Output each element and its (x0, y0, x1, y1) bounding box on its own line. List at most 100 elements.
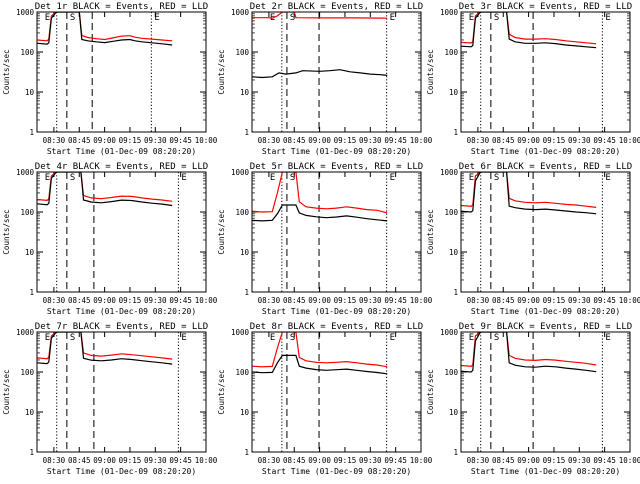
x-tick-label: 08:30 (43, 456, 66, 465)
x-tick-label: 10:00 (410, 456, 433, 465)
y-tick-label: 1 (244, 448, 249, 457)
chart-panel: Det 6r BLACK = Events, RED = LLD Counts/s… (426, 162, 640, 316)
x-tick-label: 09:45 (169, 456, 192, 465)
event-marker-label: E (605, 173, 610, 183)
x-tick-label: 09:00 (93, 296, 116, 305)
y-tick-label: 1000 (231, 168, 250, 177)
y-axis-label: Counts/sec (426, 369, 435, 414)
red-lld-series-line (461, 332, 597, 367)
x-tick-label: 09:30 (144, 296, 167, 305)
x-tick-label: 08:45 (68, 296, 91, 305)
chart-panel: Det 3r BLACK = Events, RED = LLD Counts/s… (426, 2, 640, 156)
x-tick-label: 09:45 (593, 456, 616, 465)
plot-frame (460, 11, 631, 133)
black-events-series-line (461, 12, 597, 49)
x-tick-label: 09:15 (119, 136, 142, 145)
y-tick-label: 10 (449, 408, 459, 417)
x-axis-label: Start Time (01-Dec-09 08:20:20) (262, 147, 411, 156)
plot-frame (36, 11, 207, 133)
x-tick-label: 08:45 (283, 456, 306, 465)
x-tick-label: 09:00 (93, 136, 116, 145)
black-events-series-line (37, 332, 173, 365)
red-lld-series-line (252, 172, 388, 214)
x-axis-label: Start Time (01-Dec-09 08:20:20) (471, 147, 620, 156)
event-marker-label: E (605, 333, 610, 343)
x-tick-label: 09:45 (593, 296, 616, 305)
y-tick-label: 100 (20, 368, 34, 377)
x-tick-label: 09:15 (334, 136, 357, 145)
y-tick-label: 100 (444, 208, 458, 217)
y-axis-label: Counts/sec (426, 209, 435, 254)
y-tick-label: 1000 (440, 168, 459, 177)
x-tick-label: 09:00 (517, 296, 540, 305)
event-marker-label: E (469, 13, 474, 23)
y-tick-label: 1 (453, 448, 458, 457)
x-tick-label: 09:15 (334, 296, 357, 305)
black-events-series-line (37, 12, 173, 46)
chart-title: Det 7r BLACK = Events, RED = LLD (35, 322, 208, 332)
y-tick-label: 10 (449, 88, 459, 97)
plot-frame (460, 331, 631, 453)
red-lld-series-line (252, 332, 388, 368)
plot-frame (251, 171, 422, 293)
event-marker-label: E (390, 13, 395, 23)
x-axis-label: Start Time (01-Dec-09 08:20:20) (471, 467, 620, 476)
x-tick-label: 10:00 (195, 456, 218, 465)
x-tick-label: 09:00 (308, 296, 331, 305)
event-marker-label: E (45, 173, 50, 183)
x-tick-label: 08:30 (43, 296, 66, 305)
x-tick-label: 09:45 (169, 136, 192, 145)
x-tick-label: 09:15 (543, 136, 566, 145)
x-tick-label: 08:30 (467, 456, 490, 465)
y-tick-label: 1 (244, 128, 249, 137)
chart-title: Det 4r BLACK = Events, RED = LLD (35, 162, 208, 172)
x-tick-label: 09:15 (119, 296, 142, 305)
x-tick-label: 09:00 (308, 136, 331, 145)
y-axis-label: Counts/sec (2, 209, 11, 254)
x-axis-label: Start Time (01-Dec-09 08:20:20) (47, 307, 196, 316)
y-tick-label: 10 (25, 88, 35, 97)
x-tick-label: 10:00 (619, 456, 640, 465)
plot-frame (36, 171, 207, 293)
x-tick-label: 09:00 (517, 456, 540, 465)
y-axis-label: Counts/sec (217, 209, 226, 254)
x-tick-label: 10:00 (195, 136, 218, 145)
event-marker-label: E (469, 333, 474, 343)
chart-title: Det 5r BLACK = Events, RED = LLD (250, 162, 423, 172)
plot-frame (36, 331, 207, 453)
event-marker-label: E (469, 173, 474, 183)
chart-title: Det 8r BLACK = Events, RED = LLD (250, 322, 423, 332)
x-tick-label: 09:45 (593, 136, 616, 145)
x-tick-label: 08:45 (492, 136, 515, 145)
x-tick-label: 08:30 (258, 136, 281, 145)
chart-panel: Det 4r BLACK = Events, RED = LLD Counts/s… (2, 162, 218, 316)
event-marker-label: E (45, 13, 50, 23)
y-tick-label: 1000 (16, 168, 35, 177)
event-marker-label: S (70, 173, 75, 183)
x-tick-label: 08:30 (467, 136, 490, 145)
x-tick-label: 09:30 (144, 136, 167, 145)
x-axis-label: Start Time (01-Dec-09 08:20:20) (262, 467, 411, 476)
x-tick-label: 08:30 (258, 456, 281, 465)
black-events-series-line (252, 69, 388, 79)
y-tick-label: 1 (244, 288, 249, 297)
y-axis-label: Counts/sec (217, 369, 226, 414)
x-tick-label: 09:30 (359, 136, 382, 145)
black-events-series-line (252, 354, 388, 375)
y-tick-label: 10 (240, 408, 250, 417)
y-tick-label: 10 (240, 88, 250, 97)
x-tick-label: 08:30 (258, 296, 281, 305)
black-events-series-line (461, 172, 597, 215)
chart-title: Det 9r BLACK = Events, RED = LLD (459, 322, 632, 332)
event-marker-label: E (270, 333, 275, 343)
x-axis-label: Start Time (01-Dec-09 08:20:20) (262, 307, 411, 316)
x-tick-label: 09:30 (568, 136, 591, 145)
x-tick-label: 09:15 (543, 296, 566, 305)
chart-panel: Det 1r BLACK = Events, RED = LLD Counts/s… (2, 2, 218, 156)
x-tick-label: 10:00 (195, 296, 218, 305)
chart-title: Det 2r BLACK = Events, RED = LLD (250, 2, 423, 12)
y-tick-label: 1 (29, 128, 34, 137)
x-tick-label: 09:00 (93, 456, 116, 465)
x-tick-label: 09:30 (144, 456, 167, 465)
event-marker-label: E (605, 13, 610, 23)
